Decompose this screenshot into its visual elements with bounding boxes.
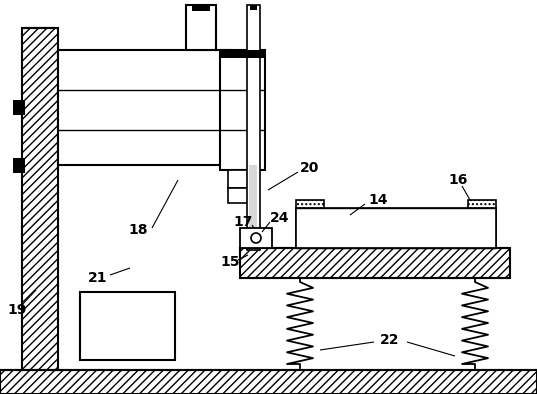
Bar (186, 5, 216, 50)
Text: 15: 15 (220, 255, 240, 269)
Bar (249, 165, 257, 228)
Text: 19: 19 (8, 303, 27, 317)
Bar (250, 5, 257, 10)
Text: 18: 18 (128, 223, 148, 237)
Text: 17: 17 (233, 215, 253, 229)
Bar (22, 28, 58, 370)
Bar (296, 200, 324, 248)
Bar (247, 5, 260, 250)
Bar (220, 50, 265, 58)
Bar (240, 248, 510, 278)
Text: 16: 16 (448, 173, 468, 187)
Bar (240, 228, 272, 248)
Bar (13, 100, 25, 115)
Text: 22: 22 (380, 333, 400, 347)
Bar (296, 208, 496, 248)
Text: 24: 24 (270, 211, 290, 225)
Bar (247, 228, 260, 240)
Bar (228, 170, 256, 188)
Bar (13, 158, 25, 173)
Bar (220, 50, 265, 170)
Bar (468, 200, 496, 248)
Bar (192, 5, 210, 11)
Bar (0, 370, 537, 394)
Bar (228, 188, 256, 203)
Text: 14: 14 (368, 193, 388, 207)
Bar (58, 50, 230, 165)
Text: 20: 20 (300, 161, 320, 175)
Text: 21: 21 (88, 271, 108, 285)
Bar (80, 292, 175, 360)
